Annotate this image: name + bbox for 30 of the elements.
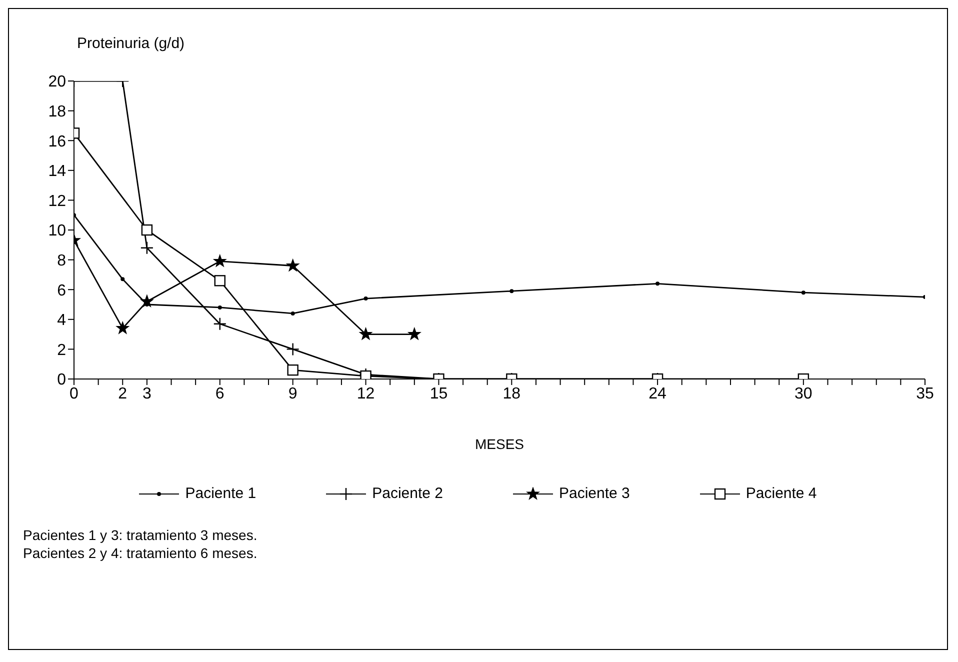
- legend-label: Paciente 2: [372, 485, 443, 502]
- x-tick-label: 12: [356, 385, 375, 402]
- y-tick-label: 14: [48, 163, 66, 180]
- x-tick-label: 15: [430, 385, 448, 402]
- x-tick-label: 3: [142, 385, 152, 402]
- y-tick-label: 18: [48, 103, 66, 120]
- text: Pacientes 2 y 4: tratamiento 6 meses.: [23, 544, 258, 562]
- legend-label: Paciente 4: [746, 485, 817, 502]
- y-tick-label: 8: [57, 252, 66, 270]
- x-tick-label: 2: [118, 385, 128, 402]
- y-tick-label: 16: [48, 133, 66, 150]
- x-tick-label: 30: [794, 385, 812, 402]
- text: Pacientes 1 y 3: tratamiento 3 meses.: [23, 526, 258, 544]
- y-tick-label: 20: [48, 74, 66, 91]
- y-tick-label: 6: [57, 282, 66, 300]
- y-tick-label: 4: [57, 312, 66, 330]
- x-tick-label: 35: [916, 385, 934, 402]
- x-tick-label: 0: [70, 385, 79, 402]
- x-axis-title: MESES: [474, 436, 524, 452]
- x-tick-label: 18: [502, 385, 521, 402]
- y-tick-label: 0: [57, 372, 66, 389]
- legend-label: Paciente 1: [185, 485, 256, 502]
- legend-label: Paciente 3: [559, 485, 630, 502]
- x-tick-label: 6: [215, 385, 224, 402]
- x-tick-label: 24: [648, 385, 667, 402]
- y-tick-label: 10: [48, 222, 66, 240]
- y-tick-label: 12: [48, 192, 66, 210]
- y-tick-label: 2: [57, 342, 66, 359]
- x-tick-label: 9: [288, 385, 298, 402]
- y-axis-title: Proteinuria (g/d): [77, 35, 185, 52]
